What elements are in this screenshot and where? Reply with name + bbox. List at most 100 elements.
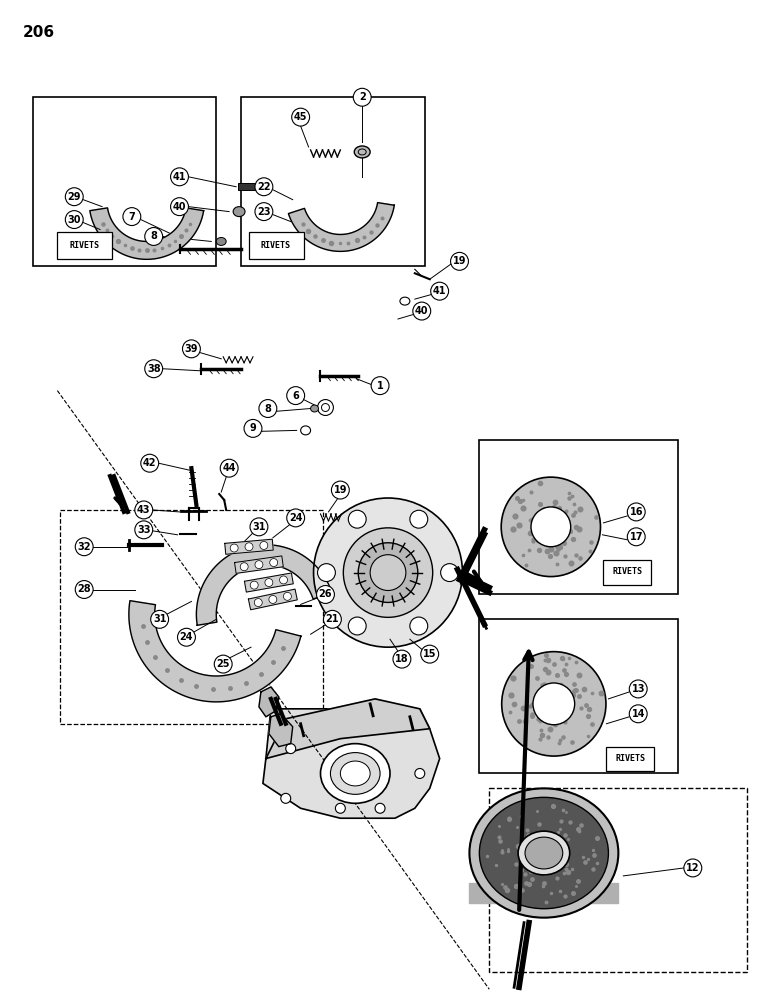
Text: 29: 29 xyxy=(68,192,81,202)
Ellipse shape xyxy=(533,683,575,725)
Bar xyxy=(606,747,654,771)
Text: 44: 44 xyxy=(222,463,236,473)
Text: 19: 19 xyxy=(452,256,466,266)
Polygon shape xyxy=(289,203,395,251)
Circle shape xyxy=(255,561,263,569)
Polygon shape xyxy=(244,573,293,592)
Circle shape xyxy=(332,481,349,499)
Circle shape xyxy=(245,543,253,551)
Circle shape xyxy=(281,793,291,803)
Circle shape xyxy=(358,543,418,602)
Text: 14: 14 xyxy=(632,709,645,719)
Text: 42: 42 xyxy=(143,458,157,468)
Text: 22: 22 xyxy=(257,182,271,192)
Circle shape xyxy=(393,650,411,668)
Circle shape xyxy=(66,188,83,206)
Bar xyxy=(58,232,112,259)
Circle shape xyxy=(171,198,189,216)
Ellipse shape xyxy=(354,146,370,158)
Circle shape xyxy=(343,528,433,617)
Bar xyxy=(249,232,303,259)
Circle shape xyxy=(285,744,296,754)
Text: 24: 24 xyxy=(179,632,193,642)
Text: 19: 19 xyxy=(334,485,347,495)
Text: 25: 25 xyxy=(216,659,230,669)
Circle shape xyxy=(171,168,189,186)
Circle shape xyxy=(279,576,288,584)
Circle shape xyxy=(684,859,702,877)
Circle shape xyxy=(629,705,647,723)
Circle shape xyxy=(66,211,83,229)
Circle shape xyxy=(140,454,158,472)
Circle shape xyxy=(123,208,140,226)
Bar xyxy=(480,619,678,773)
Text: 16: 16 xyxy=(629,507,643,517)
Bar xyxy=(238,183,256,190)
Circle shape xyxy=(151,610,168,628)
Circle shape xyxy=(145,360,163,378)
Polygon shape xyxy=(259,687,278,717)
Circle shape xyxy=(183,340,200,358)
Ellipse shape xyxy=(502,477,601,577)
Polygon shape xyxy=(129,601,301,702)
Text: RIVETS: RIVETS xyxy=(261,241,291,250)
Text: 43: 43 xyxy=(137,505,151,515)
Circle shape xyxy=(75,581,93,598)
Text: 8: 8 xyxy=(264,404,271,414)
Bar xyxy=(33,97,216,266)
Circle shape xyxy=(420,645,438,663)
Circle shape xyxy=(220,459,238,477)
Text: 1: 1 xyxy=(377,381,384,391)
Polygon shape xyxy=(263,709,440,818)
Ellipse shape xyxy=(216,237,226,245)
Text: 31: 31 xyxy=(252,522,266,532)
Text: 40: 40 xyxy=(172,202,186,212)
Ellipse shape xyxy=(331,753,380,794)
Circle shape xyxy=(413,302,431,320)
Circle shape xyxy=(145,228,163,245)
Text: 24: 24 xyxy=(289,513,303,523)
Bar xyxy=(480,440,678,594)
Circle shape xyxy=(410,617,427,635)
Circle shape xyxy=(324,610,342,628)
Text: 18: 18 xyxy=(395,654,409,664)
Circle shape xyxy=(244,419,262,437)
Bar xyxy=(604,560,651,585)
Text: 33: 33 xyxy=(137,525,151,535)
Circle shape xyxy=(215,655,232,673)
Polygon shape xyxy=(248,589,297,610)
Text: 38: 38 xyxy=(147,364,161,374)
Text: 13: 13 xyxy=(632,684,645,694)
Circle shape xyxy=(627,528,645,546)
Circle shape xyxy=(317,564,335,582)
Text: 26: 26 xyxy=(319,589,332,599)
Circle shape xyxy=(353,88,371,106)
Circle shape xyxy=(75,538,93,556)
Circle shape xyxy=(349,510,366,528)
Text: 2: 2 xyxy=(359,92,366,102)
Text: 23: 23 xyxy=(257,207,271,217)
Circle shape xyxy=(629,680,647,698)
Polygon shape xyxy=(90,208,204,259)
Polygon shape xyxy=(266,699,430,759)
Text: RIVETS: RIVETS xyxy=(615,754,645,763)
Text: 32: 32 xyxy=(77,542,91,552)
Circle shape xyxy=(317,586,335,603)
Circle shape xyxy=(371,377,389,395)
Circle shape xyxy=(314,498,463,647)
Text: 41: 41 xyxy=(172,172,186,182)
Text: RIVETS: RIVETS xyxy=(69,241,99,250)
Circle shape xyxy=(260,541,268,549)
Circle shape xyxy=(283,592,292,600)
Text: 15: 15 xyxy=(423,649,437,659)
Circle shape xyxy=(410,510,427,528)
Circle shape xyxy=(349,617,366,635)
Ellipse shape xyxy=(321,744,390,803)
Circle shape xyxy=(254,599,262,607)
Polygon shape xyxy=(197,545,332,625)
Circle shape xyxy=(415,769,425,778)
Circle shape xyxy=(265,579,273,587)
Circle shape xyxy=(451,252,469,270)
Circle shape xyxy=(135,521,153,539)
Bar xyxy=(60,510,324,724)
